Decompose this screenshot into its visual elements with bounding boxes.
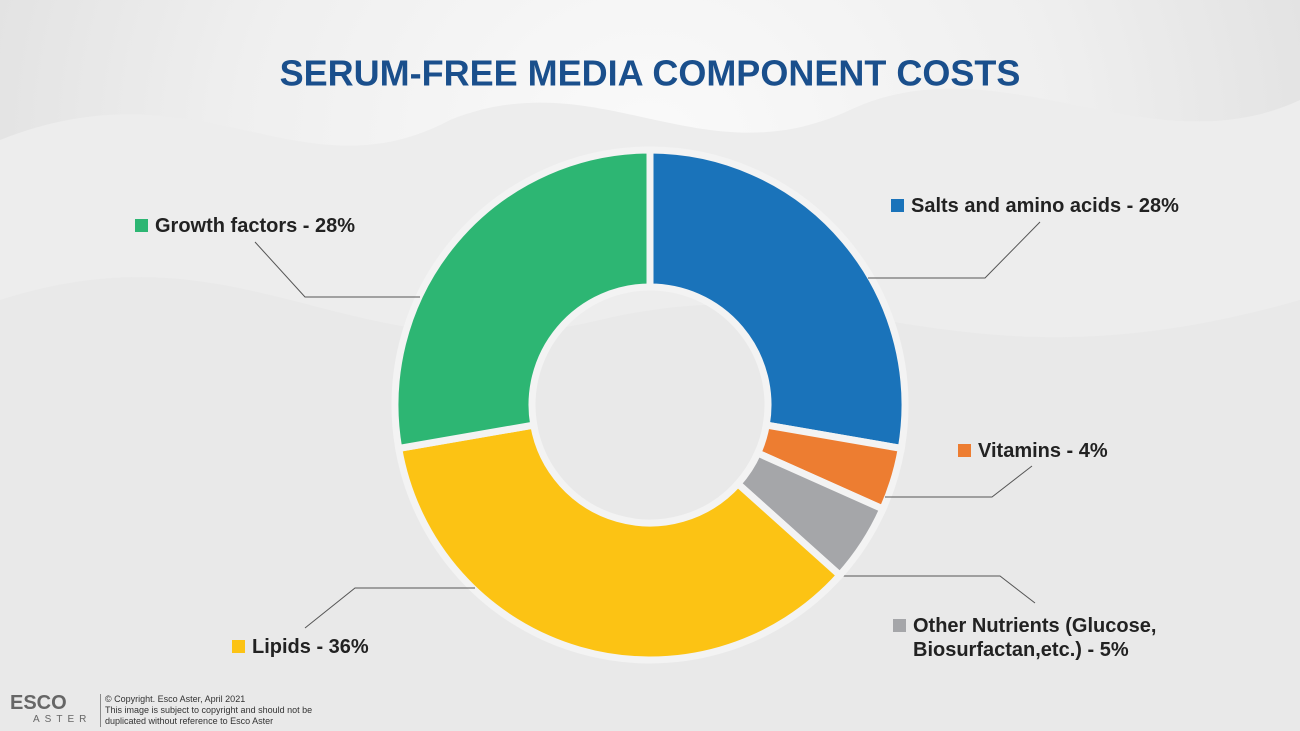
slice-label: Growth factors - 28% xyxy=(155,215,356,237)
copyright-line: © Copyright. Esco Aster, April 2021 xyxy=(105,694,246,704)
copyright-line: This image is subject to copyright and s… xyxy=(105,705,313,715)
copyright: © Copyright. Esco Aster, April 2021 This… xyxy=(100,694,312,727)
legend-swatch xyxy=(891,199,904,212)
slice-label: Other Nutrients (Glucose, Biosurfactan,e… xyxy=(913,615,1157,661)
legend-swatch xyxy=(958,444,971,457)
copyright-line: duplicated without reference to Esco Ast… xyxy=(105,716,274,726)
slice-label: Lipids - 36% xyxy=(252,636,369,658)
legend-swatch xyxy=(135,219,148,232)
slice-label: Salts and amino acids - 28% xyxy=(911,195,1179,217)
legend-swatch xyxy=(232,640,245,653)
donut-slice xyxy=(394,421,845,664)
donut-slice xyxy=(646,146,909,453)
logo-sub: ASTER xyxy=(33,714,92,725)
leader-line xyxy=(254,241,420,298)
background-wave xyxy=(0,277,1300,731)
leader-line xyxy=(885,465,1033,498)
legend-swatch xyxy=(893,619,906,632)
logo: ESCO xyxy=(10,692,67,714)
chart-title: SERUM-FREE MEDIA COMPONENT COSTS xyxy=(280,53,1021,94)
donut-slice xyxy=(391,146,654,453)
leader-line xyxy=(835,575,1036,604)
leader-line xyxy=(304,587,475,629)
slice-label: Vitamins - 4% xyxy=(978,440,1108,462)
leader-line xyxy=(868,221,1041,279)
